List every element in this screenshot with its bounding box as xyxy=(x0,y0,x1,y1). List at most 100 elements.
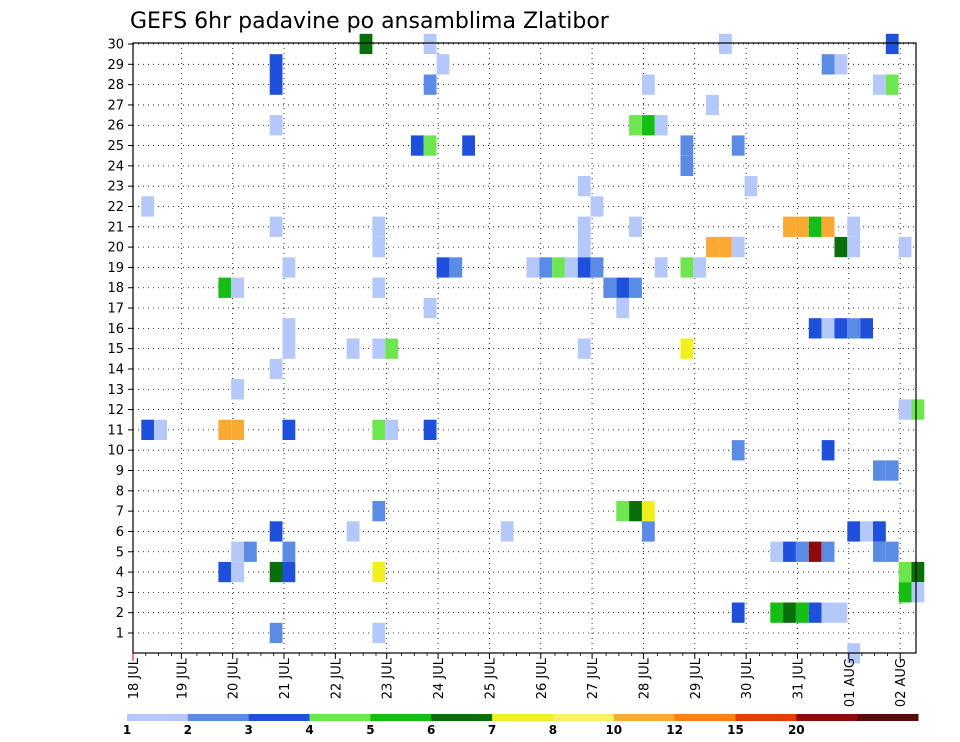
precip-cell xyxy=(860,318,873,339)
precip-cell xyxy=(847,318,861,339)
precip-cell xyxy=(873,460,886,481)
precip-cell xyxy=(423,33,437,55)
precip-cell xyxy=(372,338,386,359)
colorbar-label: 7 xyxy=(488,723,496,737)
precip-cell xyxy=(500,521,514,542)
precip-cell xyxy=(359,33,373,55)
precip-cell xyxy=(680,155,694,176)
colorbar-label: 1 xyxy=(123,723,131,737)
precip-cell xyxy=(410,135,424,156)
precip-cell xyxy=(282,257,296,278)
precip-cell xyxy=(642,74,655,95)
x-tick-label: 27 JUL xyxy=(586,657,601,699)
precipitation-cells xyxy=(141,33,925,664)
y-tick-label: 28 xyxy=(107,78,124,93)
x-tick-label: 18 JUL xyxy=(127,657,142,699)
colorbar-swatch xyxy=(431,714,493,721)
colorbar-swatch xyxy=(309,714,371,721)
precip-cell xyxy=(680,338,694,359)
precip-cell xyxy=(731,135,745,156)
precip-cell xyxy=(616,277,630,298)
y-tick-label: 24 xyxy=(107,159,124,174)
colorbar-label: 5 xyxy=(366,723,374,737)
precip-cell xyxy=(885,460,899,481)
y-tick-label: 19 xyxy=(107,261,124,276)
precip-cell xyxy=(372,419,386,440)
x-tick-label: 21 JUL xyxy=(278,657,293,699)
y-tick-label: 8 xyxy=(116,484,124,499)
precip-cell xyxy=(821,216,835,237)
precip-cell xyxy=(231,419,244,440)
precip-cell xyxy=(423,135,437,156)
precip-cell xyxy=(796,541,809,562)
precip-cell xyxy=(141,419,155,440)
y-tick-label: 29 xyxy=(107,58,124,73)
x-tick-label: 02 AUG xyxy=(894,658,909,707)
y-tick-label: 13 xyxy=(107,383,124,398)
precip-cell xyxy=(885,541,899,562)
colorbar-label: 4 xyxy=(305,723,313,737)
colorbar-swatch xyxy=(857,714,919,721)
y-tick-label: 12 xyxy=(107,403,124,418)
precip-cell xyxy=(642,115,655,136)
precip-cell xyxy=(282,419,296,440)
precip-cell xyxy=(218,277,232,298)
precip-cell xyxy=(590,257,604,278)
colorbar-label: 20 xyxy=(788,723,805,737)
precip-cell xyxy=(372,622,386,644)
precip-cell xyxy=(744,176,758,197)
precip-cell xyxy=(821,602,835,623)
precip-cell xyxy=(680,135,694,156)
precip-cell xyxy=(603,277,617,298)
precip-cell xyxy=(449,257,463,278)
y-axis: 1234567891011121314151617181920212223242… xyxy=(107,38,133,642)
colorbar-swatch xyxy=(492,714,554,721)
precip-cell xyxy=(141,196,155,217)
precip-cell xyxy=(834,236,848,258)
precip-cell xyxy=(783,602,796,623)
precip-cell xyxy=(629,216,642,237)
precip-cell xyxy=(282,541,296,562)
precip-cell xyxy=(898,399,912,420)
precip-cell xyxy=(783,541,796,562)
x-tick-label: 26 JUL xyxy=(535,657,550,699)
precip-cell xyxy=(372,216,386,237)
precip-cell xyxy=(808,318,822,339)
precip-cell xyxy=(385,419,398,440)
colorbar-label: 12 xyxy=(666,723,683,737)
precip-cell xyxy=(731,602,745,623)
precip-cell xyxy=(642,501,655,522)
y-tick-label: 7 xyxy=(116,505,124,520)
x-tick-label: 19 JUL xyxy=(175,657,190,699)
precip-cell xyxy=(719,236,732,258)
y-tick-label: 2 xyxy=(116,606,124,621)
precip-cell xyxy=(796,216,809,237)
y-tick-label: 18 xyxy=(107,281,124,296)
precip-cell xyxy=(218,561,232,583)
grid-lines xyxy=(133,43,916,653)
colorbar-legend: 1 2 3 4 5 6 7 8 10 12 15 20 xyxy=(123,714,919,737)
precip-cell xyxy=(372,501,386,522)
y-tick-label: 10 xyxy=(107,444,124,459)
precip-cell xyxy=(436,54,450,75)
y-tick-label: 21 xyxy=(107,220,124,235)
precip-cell xyxy=(770,602,784,623)
precip-cell xyxy=(372,561,386,583)
precip-cell xyxy=(680,257,694,278)
colorbar-swatch xyxy=(674,714,736,721)
colorbar-label: 15 xyxy=(727,723,744,737)
precip-cell xyxy=(282,338,296,359)
precip-cell xyxy=(269,115,283,136)
precip-cell xyxy=(847,216,861,237)
plot-frame xyxy=(132,42,917,654)
precip-cell xyxy=(808,541,822,562)
y-tick-label: 11 xyxy=(107,423,124,438)
precip-cell xyxy=(885,74,899,95)
x-tick-label: 29 JUL xyxy=(689,657,704,699)
precip-cell xyxy=(577,257,591,278)
precip-cell xyxy=(834,54,848,75)
precip-cell xyxy=(821,541,835,562)
precip-cell xyxy=(654,257,668,278)
colorbar-swatch xyxy=(187,714,250,721)
